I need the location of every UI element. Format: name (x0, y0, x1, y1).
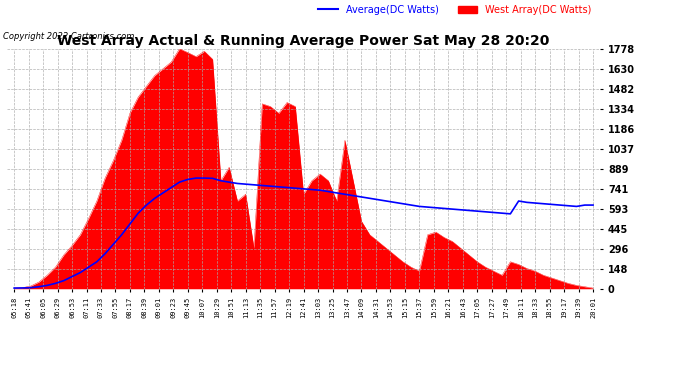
Title: West Array Actual & Running Average Power Sat May 28 20:20: West Array Actual & Running Average Powe… (57, 34, 550, 48)
Legend: Average(DC Watts), West Array(DC Watts): Average(DC Watts), West Array(DC Watts) (315, 1, 595, 19)
Text: Copyright 2022 Cartronics.com: Copyright 2022 Cartronics.com (3, 32, 135, 41)
